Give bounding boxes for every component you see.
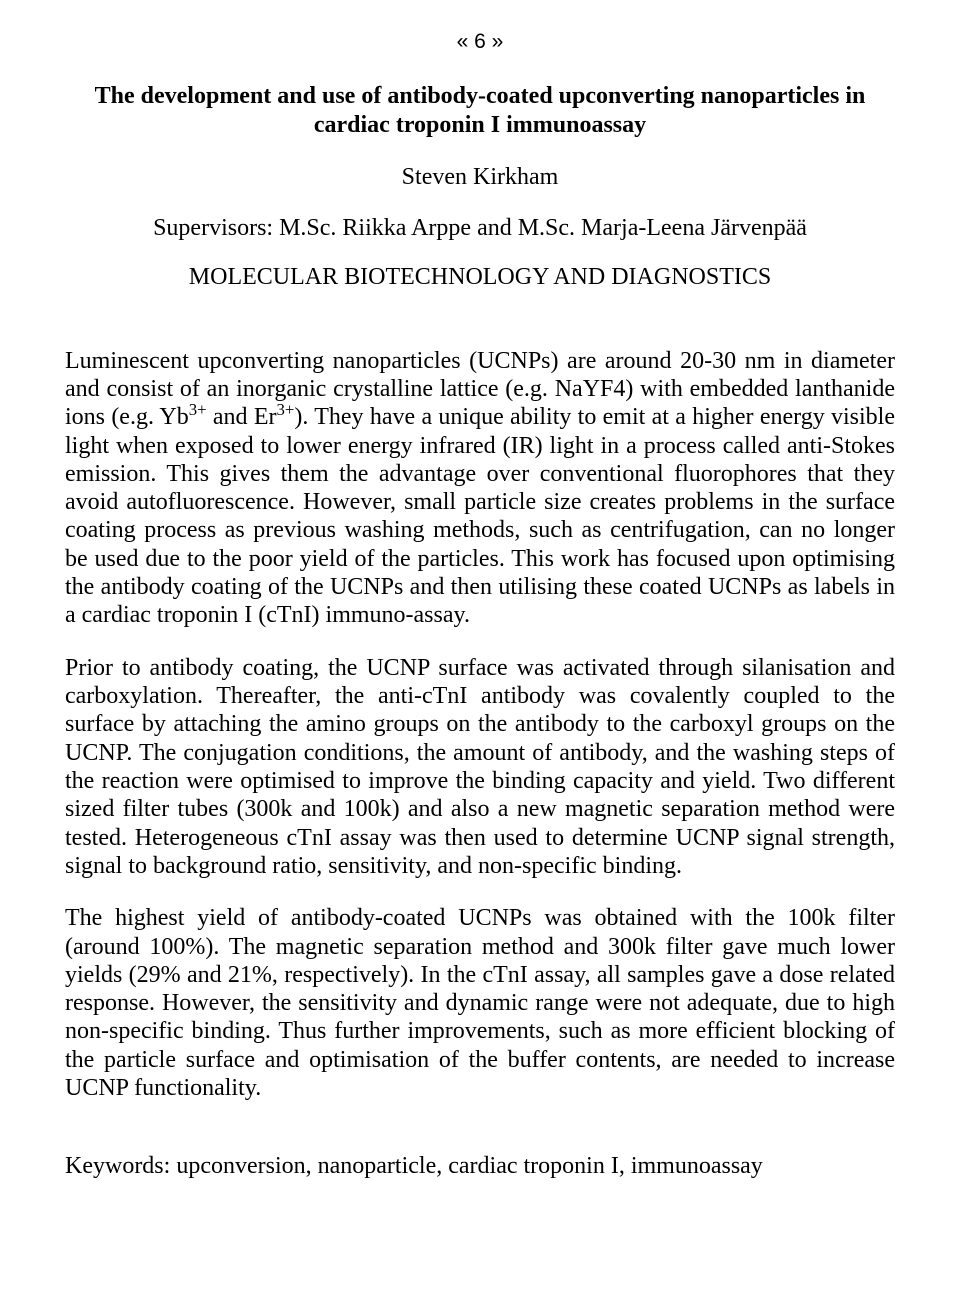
author-name: Steven Kirkham [65, 164, 895, 191]
keywords-line: Keywords: upconversion, nanoparticle, ca… [65, 1152, 895, 1180]
abstract-paragraph-2: Prior to antibody coating, the UCNP surf… [65, 654, 895, 881]
page: « 6 » The development and use of antibod… [0, 0, 960, 1299]
page-number: « 6 » [65, 30, 895, 54]
abstract-paragraph-3: The highest yield of antibody-coated UCN… [65, 904, 895, 1102]
supervisors-line: Supervisors: M.Sc. Riikka Arppe and M.Sc… [65, 215, 895, 242]
superscript-2: 3+ [277, 400, 295, 419]
paper-title: The development and use of antibody-coat… [65, 82, 895, 140]
abstract-paragraph-1: Luminescent upconverting nanoparticles (… [65, 347, 895, 630]
department-line: MOLECULAR BIOTECHNOLOGY AND DIAGNOSTICS [65, 264, 895, 291]
p1-text-c: ). They have a unique ability to emit at… [65, 404, 895, 628]
p1-text-b: and Er [207, 404, 277, 430]
superscript-1: 3+ [189, 400, 207, 419]
